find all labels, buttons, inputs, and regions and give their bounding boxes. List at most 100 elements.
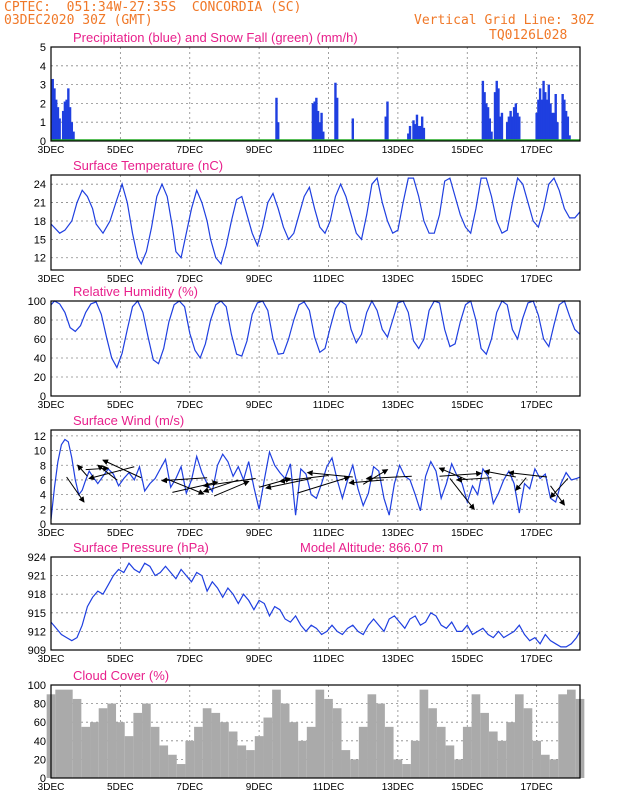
- cloud-bar: [55, 689, 65, 778]
- precip-bar: [561, 94, 564, 141]
- precip-bar: [488, 118, 492, 141]
- precip-bar: [335, 97, 339, 141]
- panel-title: Surface Pressure (hPa): [73, 540, 209, 555]
- x-tick-label: 3DEC: [38, 782, 65, 793]
- x-tick-label: 5DEC: [107, 528, 134, 539]
- cloud-bar: [159, 745, 169, 778]
- x-tick-label: 9DEC: [246, 145, 273, 156]
- y-tick-label: 21: [34, 198, 46, 210]
- cloud-bar: [410, 740, 420, 778]
- y-tick-label: 24: [34, 179, 46, 191]
- wind-arrow: [438, 467, 468, 481]
- precip-bar: [351, 118, 354, 141]
- precip-bar: [55, 99, 58, 141]
- precip-bar: [415, 114, 419, 141]
- wind-arrow: [365, 475, 412, 482]
- cloud-bar: [341, 750, 351, 778]
- precip-bar: [512, 107, 516, 141]
- x-tick-label: 11DEC: [313, 145, 345, 156]
- precip-bar: [505, 122, 509, 141]
- y-tick-label: 20: [34, 372, 46, 384]
- wind-arrow: [77, 464, 88, 477]
- cloud-bar: [376, 703, 385, 778]
- precip-bar: [51, 78, 54, 141]
- station-header: CPTEC: 051:34W-27:35S CONCORDIA (SC): [4, 0, 302, 15]
- cloud-bar: [532, 740, 541, 778]
- panel-frame: [50, 46, 581, 142]
- precip-bar: [334, 82, 337, 141]
- x-tick-label: 13DEC: [382, 782, 414, 793]
- cloud-bar: [471, 694, 481, 778]
- x-tick-label: 3DEC: [38, 654, 65, 665]
- precip-bar: [564, 110, 568, 141]
- y-tick-label: 80: [34, 315, 46, 327]
- run-date-header: 03DEC2020 30Z (GMT): [4, 13, 153, 28]
- panel-4: [50, 429, 581, 525]
- cloud-bar: [90, 722, 99, 778]
- precip-bar: [518, 116, 521, 141]
- precip-bar: [386, 101, 389, 141]
- x-tick-label: 9DEC: [246, 782, 273, 793]
- precip-bar: [490, 131, 493, 141]
- wind-arrow: [265, 477, 312, 490]
- precip-bar: [311, 103, 315, 141]
- precip-bar: [486, 107, 490, 141]
- precip-bar: [549, 103, 552, 141]
- y-tick-label: 1: [40, 117, 46, 129]
- y-tick-label: 60: [34, 717, 46, 729]
- x-tick-label: 3DEC: [38, 145, 65, 156]
- precip-bar: [554, 94, 557, 141]
- precip-bar: [511, 116, 514, 141]
- cloud-bar: [272, 689, 281, 778]
- y-tick-label: 912: [28, 626, 46, 638]
- x-tick-label: 13DEC: [382, 274, 414, 285]
- y-tick-label: 12: [34, 431, 46, 443]
- cloud-bar: [384, 726, 394, 778]
- wind-arrow: [507, 470, 548, 478]
- panel-1: [50, 46, 581, 142]
- precip-bar: [316, 110, 320, 141]
- y-tick-label: 918: [28, 589, 46, 601]
- y-tick-label: 0: [40, 519, 46, 531]
- wind-arrow: [439, 470, 483, 477]
- cloud-bar: [254, 736, 264, 778]
- precip-bar: [70, 122, 74, 141]
- cloud-bar: [124, 736, 134, 778]
- x-tick-label: 17DEC: [521, 782, 553, 793]
- cloud-bar: [488, 731, 498, 778]
- cloud-bar: [107, 703, 117, 778]
- wind-arrow: [515, 477, 527, 491]
- precip-bar: [419, 125, 422, 141]
- precip-bar: [537, 99, 540, 141]
- x-tick-label: 15DEC: [451, 274, 483, 285]
- grid-note: Vertical Grid Line: 30Z: [414, 13, 595, 28]
- cloud-bar: [211, 712, 221, 778]
- panel-frame: [50, 300, 581, 397]
- precip-bar: [275, 97, 278, 141]
- precip-bar: [414, 124, 417, 141]
- precip-bar: [384, 116, 387, 141]
- x-tick-label: 13DEC: [382, 528, 414, 539]
- precip-bar: [72, 131, 75, 141]
- x-tick-label: 3DEC: [38, 400, 65, 411]
- cloud-bar: [454, 759, 463, 778]
- x-tick-label: 17DEC: [521, 145, 553, 156]
- series-line: [50, 438, 581, 520]
- precip-bar: [483, 92, 486, 141]
- wind-arrow: [278, 475, 329, 484]
- precip-bar: [407, 133, 410, 141]
- y-tick-label: 12: [34, 253, 46, 265]
- precip-bar: [485, 103, 488, 141]
- cloud-bar: [358, 726, 368, 778]
- x-tick-label: 7DEC: [176, 400, 203, 411]
- panel-title: Cloud Cover (%): [73, 668, 169, 683]
- x-tick-label: 5DEC: [107, 400, 134, 411]
- precip-bar: [566, 116, 570, 141]
- wind-arrow: [202, 477, 256, 489]
- x-tick-label: 7DEC: [176, 782, 203, 793]
- x-tick-label: 5DEC: [107, 782, 134, 793]
- cloud-bar: [506, 722, 515, 778]
- y-tick-label: 8: [40, 460, 46, 472]
- wind-arrow: [213, 480, 250, 497]
